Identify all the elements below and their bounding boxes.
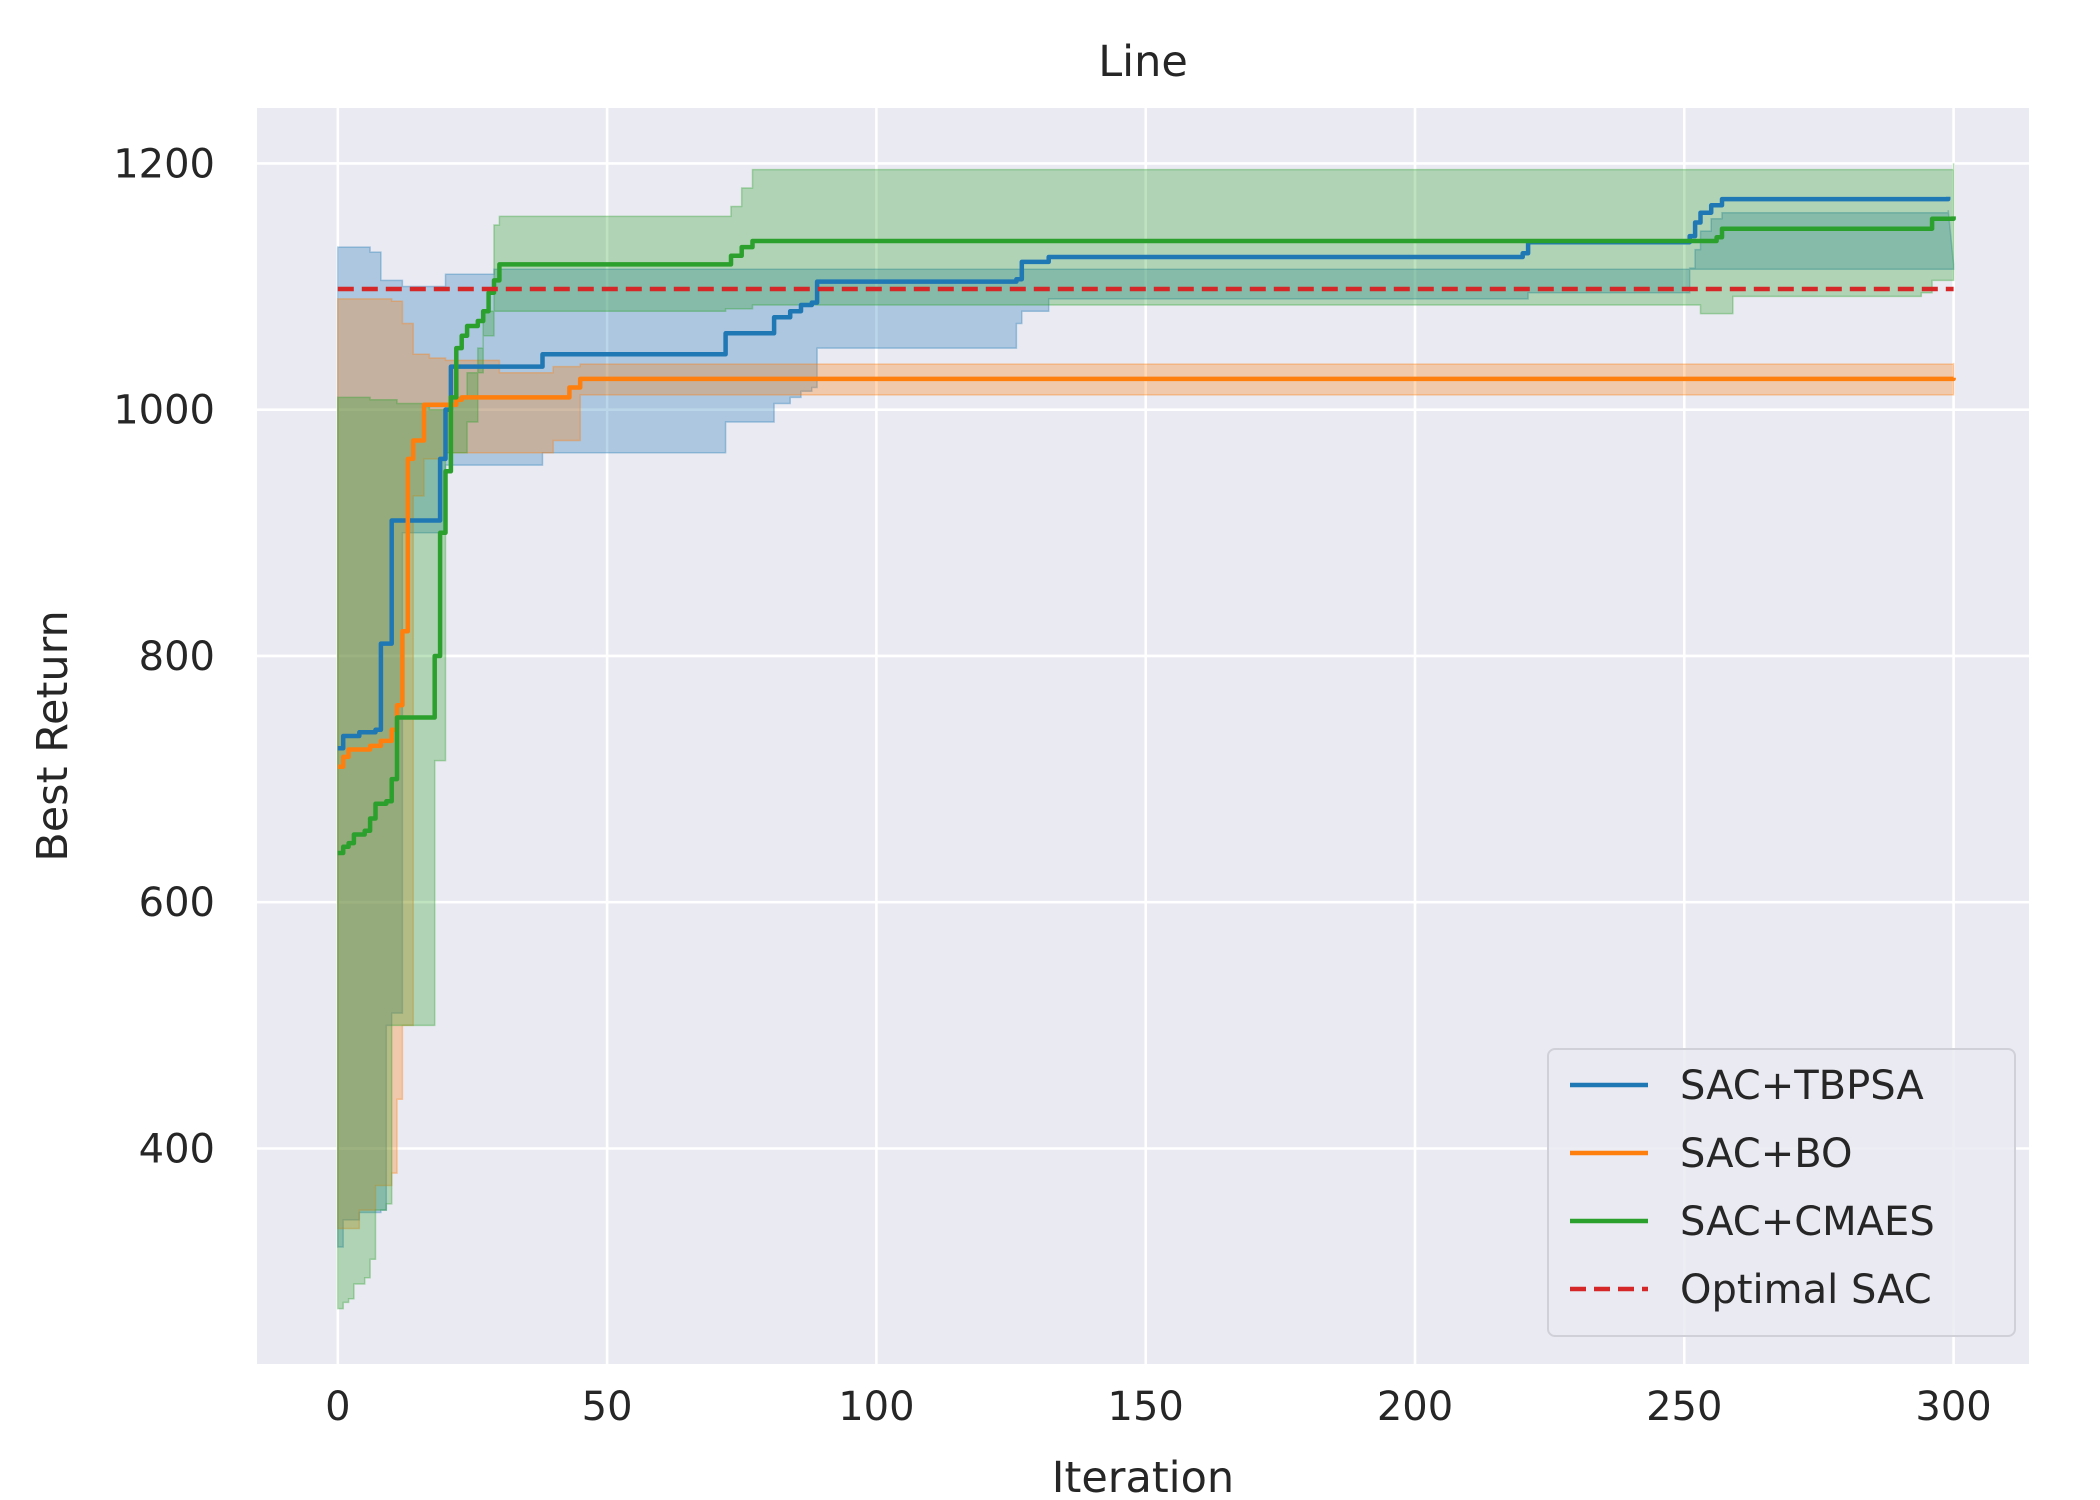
legend-label: SAC+CMAES [1680, 1199, 1935, 1245]
x-tick-label: 100 [838, 1384, 914, 1430]
legend: SAC+TBPSA SAC+BO SAC+CMAES Optimal SAC [1547, 1048, 2016, 1337]
x-axis-label: Iteration [1052, 1453, 1234, 1500]
y-tick-label: 600 [139, 880, 215, 926]
x-tick-label: 0 [325, 1384, 350, 1430]
legend-item: SAC+TBPSA [1570, 1063, 1924, 1109]
y-axis-label: Best Return [28, 610, 78, 862]
chart-title: Line [1098, 37, 1188, 87]
band-sac-tbpsa [337, 210, 1955, 1248]
band-sac-bo [337, 298, 1955, 1230]
y-tick-label: 800 [139, 634, 215, 680]
x-tick-label: 50 [582, 1384, 633, 1430]
legend-box [1547, 1048, 2016, 1337]
series-line-sac-cmaes [337, 216, 1956, 856]
series-line-sac-tbpsa [337, 196, 1951, 751]
grid [257, 108, 2029, 1364]
legend-item: SAC+CMAES [1570, 1199, 1935, 1245]
y-tick-labels: 400 600 800 1000 1200 [113, 141, 215, 1172]
legend-label: SAC+TBPSA [1680, 1063, 1924, 1109]
x-tick-label: 300 [1915, 1384, 1991, 1430]
series-line-sac-bo [337, 376, 1956, 770]
y-tick-label: 400 [139, 1127, 215, 1173]
y-tick-label: 1000 [113, 388, 215, 434]
x-tick-label: 250 [1646, 1384, 1722, 1430]
legend-item: Optimal SAC [1570, 1267, 1932, 1313]
x-tick-labels: 0 50 100 150 200 250 300 [325, 1384, 1992, 1430]
x-tick-label: 200 [1377, 1384, 1453, 1430]
plot-area [257, 108, 2029, 1364]
legend-label: SAC+BO [1680, 1131, 1852, 1177]
legend-item: SAC+BO [1570, 1131, 1852, 1177]
x-tick-label: 150 [1108, 1384, 1184, 1430]
y-tick-label: 1200 [113, 141, 215, 187]
legend-label: Optimal SAC [1680, 1267, 1932, 1313]
series-lines [337, 196, 1956, 856]
